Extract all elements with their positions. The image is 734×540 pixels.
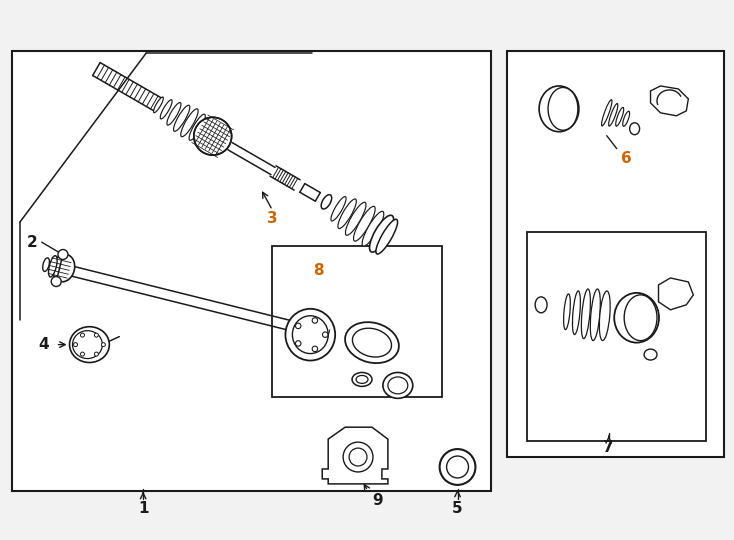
Ellipse shape	[331, 197, 346, 221]
Polygon shape	[322, 427, 388, 484]
Ellipse shape	[388, 377, 408, 394]
Text: 9: 9	[373, 494, 383, 508]
Ellipse shape	[81, 352, 84, 356]
Ellipse shape	[600, 291, 610, 341]
Ellipse shape	[376, 219, 398, 254]
Text: 4: 4	[38, 337, 49, 352]
Ellipse shape	[608, 104, 618, 126]
Ellipse shape	[296, 323, 301, 329]
Bar	[272, 246, 442, 397]
Ellipse shape	[535, 297, 547, 313]
Ellipse shape	[48, 255, 57, 277]
Ellipse shape	[160, 100, 172, 119]
Ellipse shape	[198, 120, 212, 143]
Ellipse shape	[624, 295, 657, 341]
Ellipse shape	[369, 215, 393, 252]
Ellipse shape	[73, 342, 78, 347]
Ellipse shape	[58, 249, 68, 260]
Ellipse shape	[614, 293, 659, 342]
Text: 5: 5	[452, 501, 463, 516]
Ellipse shape	[349, 448, 367, 466]
Ellipse shape	[312, 346, 318, 352]
Bar	[507, 51, 724, 457]
Ellipse shape	[70, 327, 109, 362]
Ellipse shape	[383, 373, 413, 399]
Ellipse shape	[548, 87, 578, 130]
Bar	[527, 232, 706, 441]
Ellipse shape	[440, 449, 476, 485]
Text: 7: 7	[603, 440, 614, 455]
Ellipse shape	[446, 456, 468, 478]
Ellipse shape	[189, 114, 206, 140]
Ellipse shape	[153, 97, 163, 113]
Ellipse shape	[602, 100, 612, 126]
Ellipse shape	[356, 375, 368, 383]
Ellipse shape	[622, 111, 630, 126]
Ellipse shape	[322, 332, 328, 338]
Ellipse shape	[630, 123, 639, 134]
Ellipse shape	[539, 86, 579, 132]
Ellipse shape	[81, 333, 84, 337]
Ellipse shape	[590, 289, 600, 341]
Ellipse shape	[173, 105, 190, 131]
Text: 1: 1	[138, 501, 148, 516]
Ellipse shape	[286, 309, 335, 361]
Text: 6: 6	[621, 151, 632, 166]
Ellipse shape	[51, 276, 61, 287]
Ellipse shape	[346, 202, 366, 235]
Polygon shape	[658, 278, 694, 310]
Ellipse shape	[564, 294, 570, 329]
Ellipse shape	[296, 341, 301, 346]
Bar	[12, 51, 491, 491]
Ellipse shape	[352, 373, 372, 387]
Ellipse shape	[343, 442, 373, 472]
Ellipse shape	[581, 289, 590, 339]
Text: 2: 2	[26, 235, 37, 249]
Ellipse shape	[95, 352, 98, 356]
Ellipse shape	[95, 333, 98, 337]
Ellipse shape	[573, 291, 581, 335]
Ellipse shape	[52, 254, 75, 282]
Text: 8: 8	[313, 262, 324, 278]
Ellipse shape	[352, 328, 391, 357]
Ellipse shape	[312, 318, 318, 323]
Ellipse shape	[321, 195, 332, 209]
Ellipse shape	[292, 316, 328, 354]
Ellipse shape	[43, 258, 49, 272]
Ellipse shape	[644, 349, 657, 360]
Ellipse shape	[194, 117, 232, 155]
Ellipse shape	[345, 322, 399, 363]
Ellipse shape	[181, 109, 198, 137]
Polygon shape	[650, 86, 688, 116]
Ellipse shape	[616, 107, 624, 126]
Ellipse shape	[101, 342, 106, 347]
Ellipse shape	[354, 206, 375, 241]
Ellipse shape	[362, 211, 384, 246]
Text: 3: 3	[267, 211, 277, 226]
Ellipse shape	[338, 199, 356, 228]
Ellipse shape	[167, 103, 181, 125]
Ellipse shape	[73, 330, 102, 359]
